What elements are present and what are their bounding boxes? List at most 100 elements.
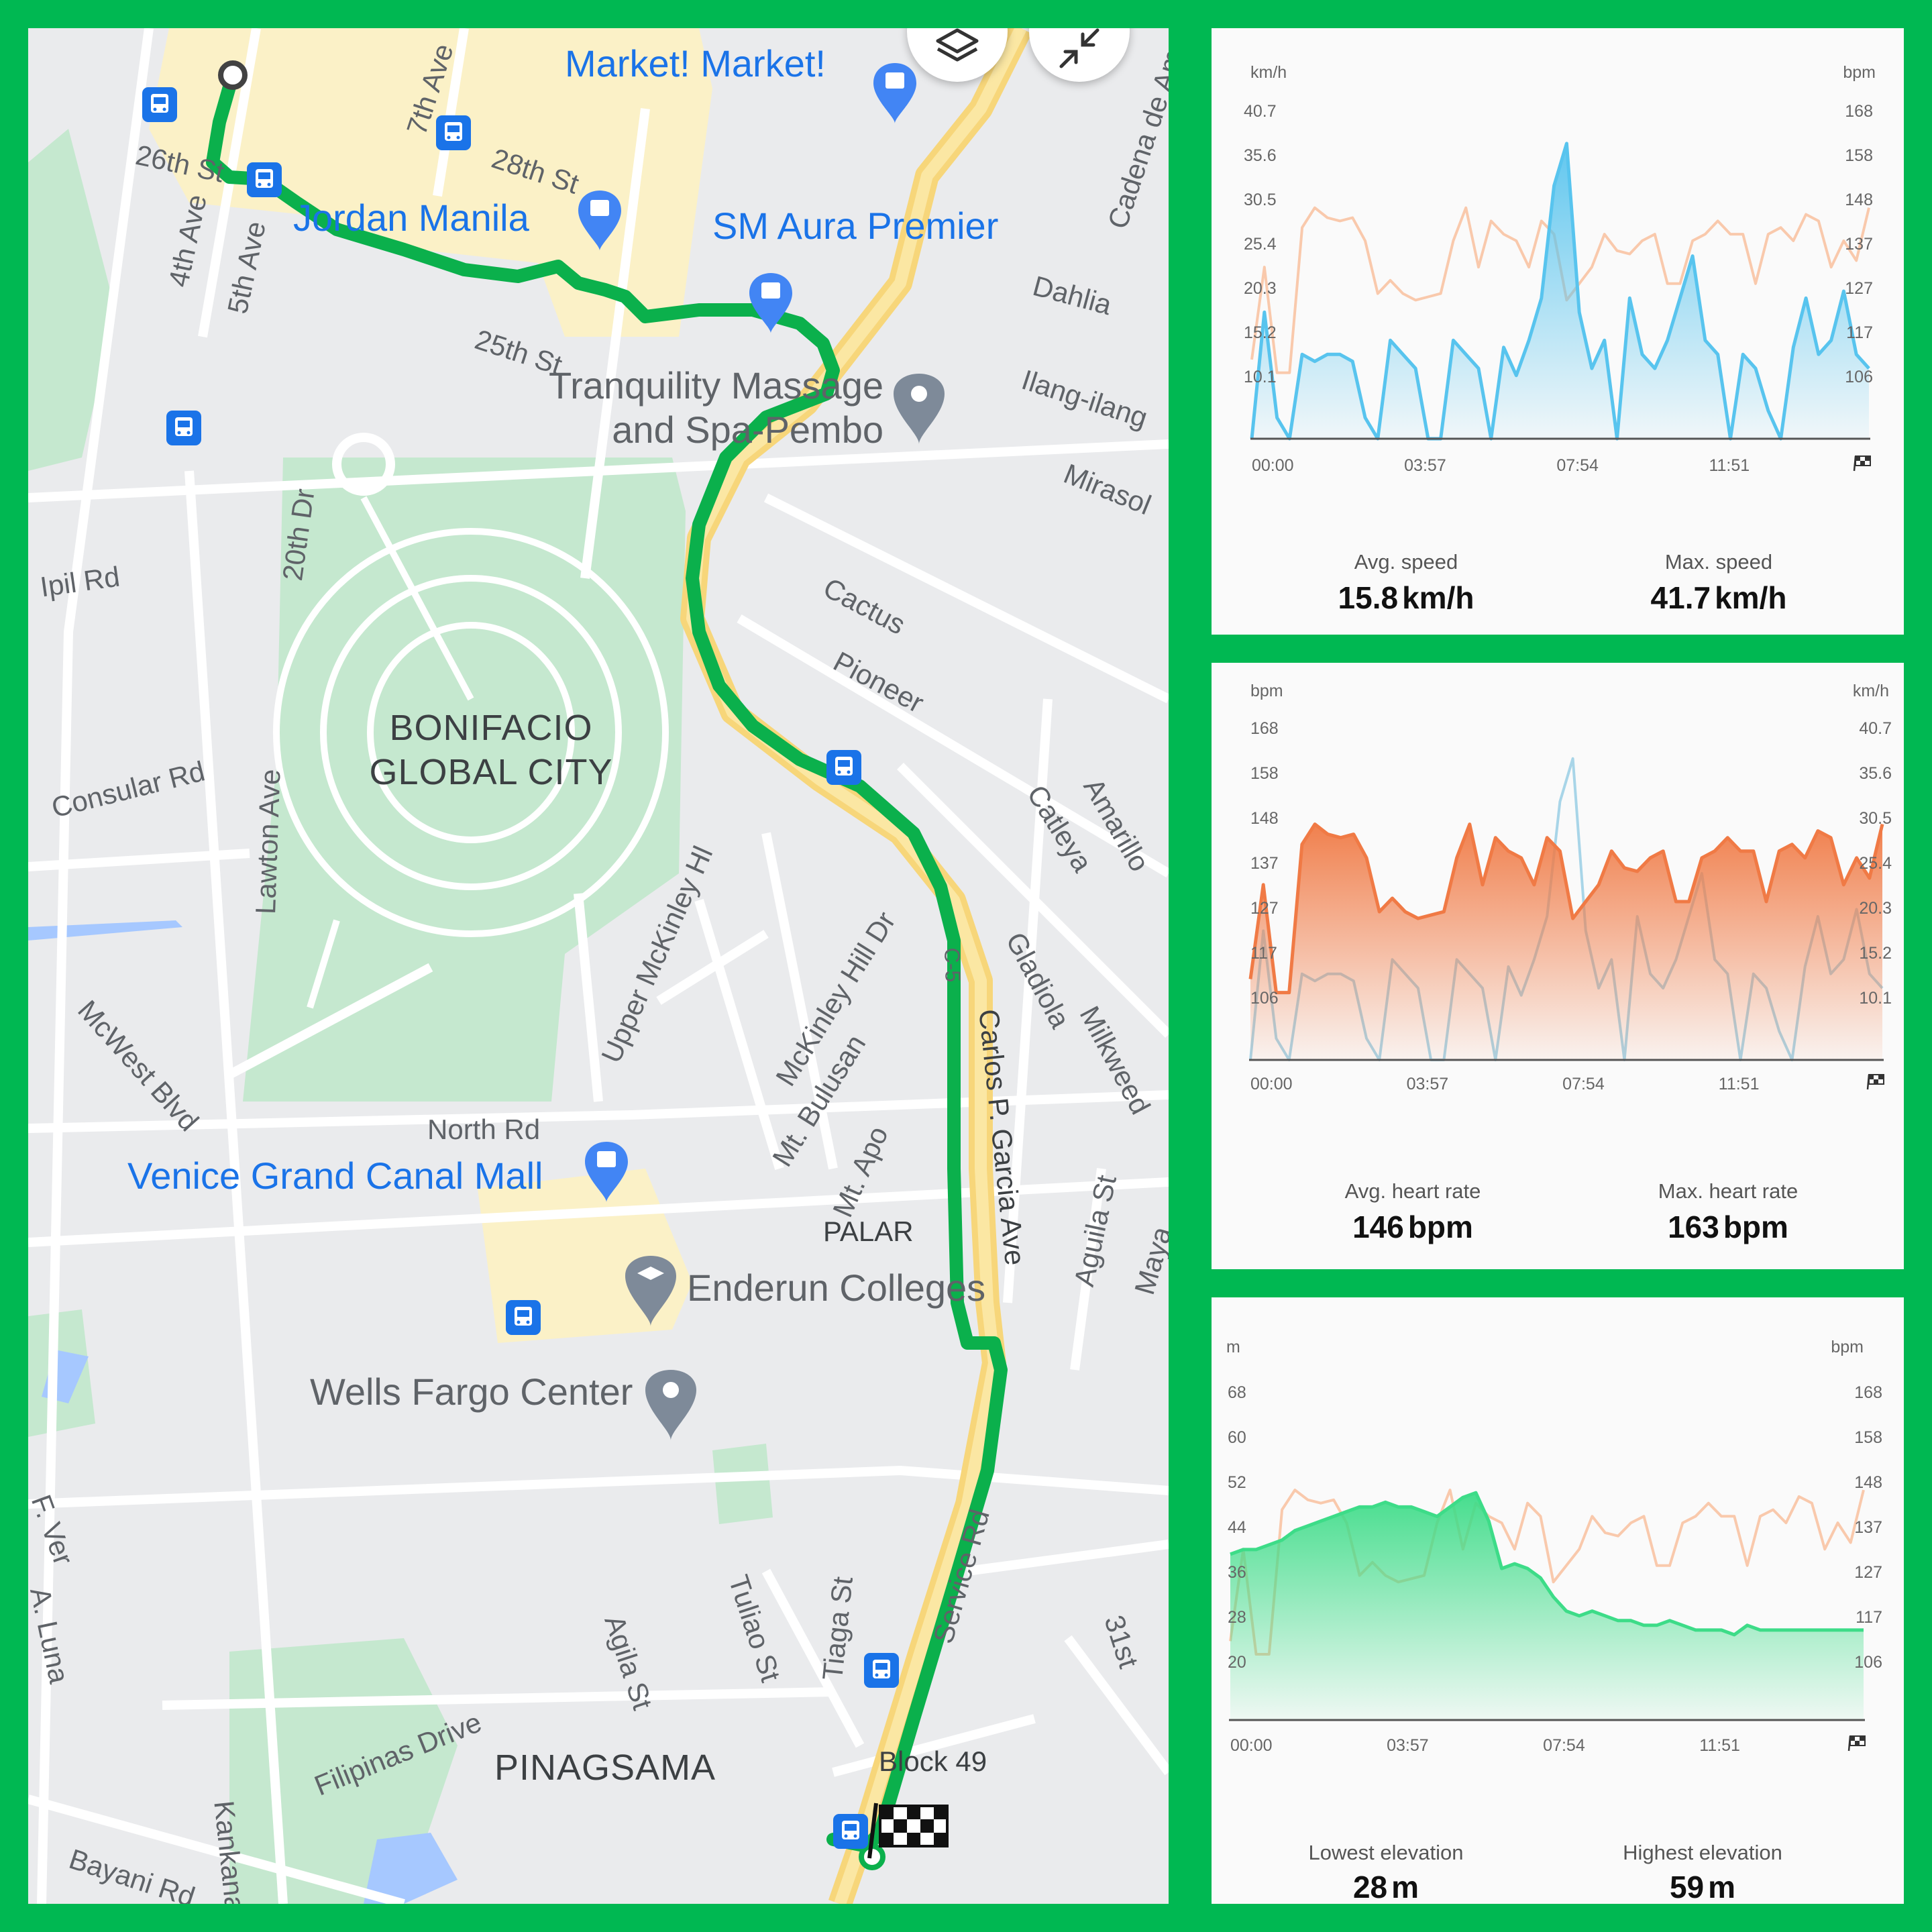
bus-stop-icon[interactable] [166,411,201,445]
finish-flag-icon [1866,1074,1884,1090]
y-right-unit: bpm [1831,1338,1864,1356]
roundabout [332,433,395,496]
school-pin-icon [625,1256,676,1326]
park-area [712,1444,773,1524]
poi-label[interactable]: Jordan Manila [293,197,529,239]
y-right-tick-label: 106 [1845,368,1873,386]
y-right-tick-label: 20.3 [1859,899,1892,918]
heart-rate-chart[interactable]: 168 158 148 137 127 117 106 40.7 35.6 30.5 25.4 20.… [1212,663,1904,1269]
map-canvas[interactable] [28,28,1169,1904]
y-right-tick-label: 106 [1854,1653,1882,1672]
y-left-tick-label: 35.6 [1244,146,1277,165]
x-tick-label: 00:00 [1250,1075,1293,1093]
y-left-tick-label: 40.7 [1244,102,1277,121]
area-label: BONIFACIO GLOBAL CITY [369,708,613,792]
y-left-tick-label: 168 [1250,719,1279,738]
primary-series-area [1252,143,1869,439]
bus-stop-icon[interactable] [436,115,471,150]
layers-icon [936,28,979,62]
primary-series-line [1250,142,1870,441]
max-speed-value: 41.7 km/h [1650,580,1787,615]
finish-flag-icon [1853,455,1871,472]
y-left-tick-label: 20.3 [1244,279,1277,298]
shopping-pin-icon [873,63,916,123]
x-tick-label: 07:54 [1543,1736,1585,1755]
poi-label[interactable]: SM Aura Premier [712,205,999,247]
y-right-tick-label: 137 [1854,1518,1882,1537]
y-left-tick-label: 106 [1250,989,1279,1008]
avg-speed-label: Avg. speed [1354,550,1458,574]
finish-flag-icon [1847,1735,1866,1752]
place-pin-icon [645,1370,696,1440]
speed-card: 40.7 35.6 30.5 25.4 20.3 15.2 10.1 168 158 148 137… [1212,28,1904,635]
bus-stop-icon[interactable] [506,1300,541,1335]
y-left-unit: km/h [1250,63,1287,82]
shopping-pin-icon [749,273,792,333]
lowest-elevation-value: 28 m [1352,1870,1419,1904]
street-label: C-5 [940,947,965,983]
y-left-tick-label: 28 [1228,1608,1246,1627]
place-label[interactable]: Wells Fargo Center [310,1371,633,1413]
y-left-tick-label: 44 [1228,1518,1246,1537]
y-right-unit: km/h [1852,682,1889,700]
route-map[interactable]: 26th St 28th St 7th Ave 4th Ave 5th Ave … [28,28,1169,1904]
y-right-tick-label: 168 [1845,102,1873,121]
poi-label[interactable]: Enderun Colleges [687,1267,986,1309]
y-right-tick-label: 137 [1845,235,1873,254]
primary-series-area [1230,1493,1864,1720]
poi-label[interactable]: Venice Grand Canal Mall [127,1155,543,1197]
max-heart-rate-label: Max. heart rate [1658,1179,1799,1203]
avg-heart-rate-value: 146 bpm [1352,1210,1473,1244]
bus-stop-icon[interactable] [142,87,177,122]
y-left-tick-label: 137 [1250,854,1279,873]
y-left-tick-label: 52 [1228,1473,1246,1492]
route-line [206,68,1008,1853]
y-left-tick-label: 148 [1250,809,1279,828]
max-heart-rate-value: 163 bpm [1668,1210,1788,1244]
bus-stop-icon[interactable] [864,1653,899,1688]
y-left-tick-label: 158 [1250,764,1279,783]
x-tick-label: 03:57 [1387,1736,1429,1755]
secondary-series-line [1229,1489,1865,1656]
place-pin-icon [894,374,945,444]
max-speed-label: Max. speed [1664,550,1773,574]
x-tick-label: 11:51 [1709,456,1750,475]
primary-series-line [1230,1491,1864,1637]
y-right-tick-label: 148 [1854,1473,1882,1492]
y-left-tick-label: 10.1 [1244,368,1277,386]
y-left-tick-label: 15.2 [1244,323,1277,342]
speed-chart[interactable]: 40.7 35.6 30.5 25.4 20.3 15.2 10.1 168 158 148 137… [1212,28,1904,635]
highest-elevation-label: Highest elevation [1623,1841,1782,1864]
y-right-tick-label: 25.4 [1859,854,1892,873]
y-right-tick-label: 10.1 [1859,989,1892,1008]
lowest-elevation-label: Lowest elevation [1308,1841,1464,1864]
y-left-tick-label: 60 [1228,1428,1246,1447]
bus-stop-icon[interactable] [247,162,282,197]
bus-stop-icon[interactable] [833,1814,868,1849]
primary-series-line [1248,822,1884,995]
y-right-tick-label: 127 [1854,1563,1882,1582]
finish-flag-icon [867,1803,949,1859]
heart-rate-card: 168 158 148 137 127 117 106 40.7 35.6 30.5 25.4 20.… [1212,663,1904,1269]
poi-label[interactable]: Market! Market! [565,42,826,85]
start-marker [218,60,248,90]
y-right-tick-label: 117 [1856,1608,1882,1627]
shopping-pin-icon [585,1142,628,1202]
y-right-tick-label: 168 [1854,1383,1882,1402]
street-label: Lawton Ave [250,768,286,915]
street-label: Block 49 [879,1746,987,1777]
park-area [28,129,115,471]
street-label: PALAR [823,1216,914,1247]
y-right-tick-label: 158 [1845,146,1873,165]
x-tick-label: 11:51 [1719,1075,1760,1093]
water [364,1833,458,1904]
bus-stop-icon[interactable] [826,750,861,785]
area-label: PINAGSAMA [494,1748,716,1788]
x-tick-label: 00:00 [1252,456,1294,475]
elevation-card: 68 60 52 44 36 28 20 168 158 148 137 127 117 106 00:00… [1212,1297,1904,1904]
elevation-chart[interactable]: 68 60 52 44 36 28 20 168 158 148 137 127 117 106 00:00… [1212,1297,1904,1904]
y-right-tick-label: 30.5 [1859,809,1892,828]
highest-elevation-value: 59 m [1669,1870,1736,1904]
place-label[interactable]: Tranquility Massage and Spa-Pembo [548,364,883,451]
water [28,920,182,941]
